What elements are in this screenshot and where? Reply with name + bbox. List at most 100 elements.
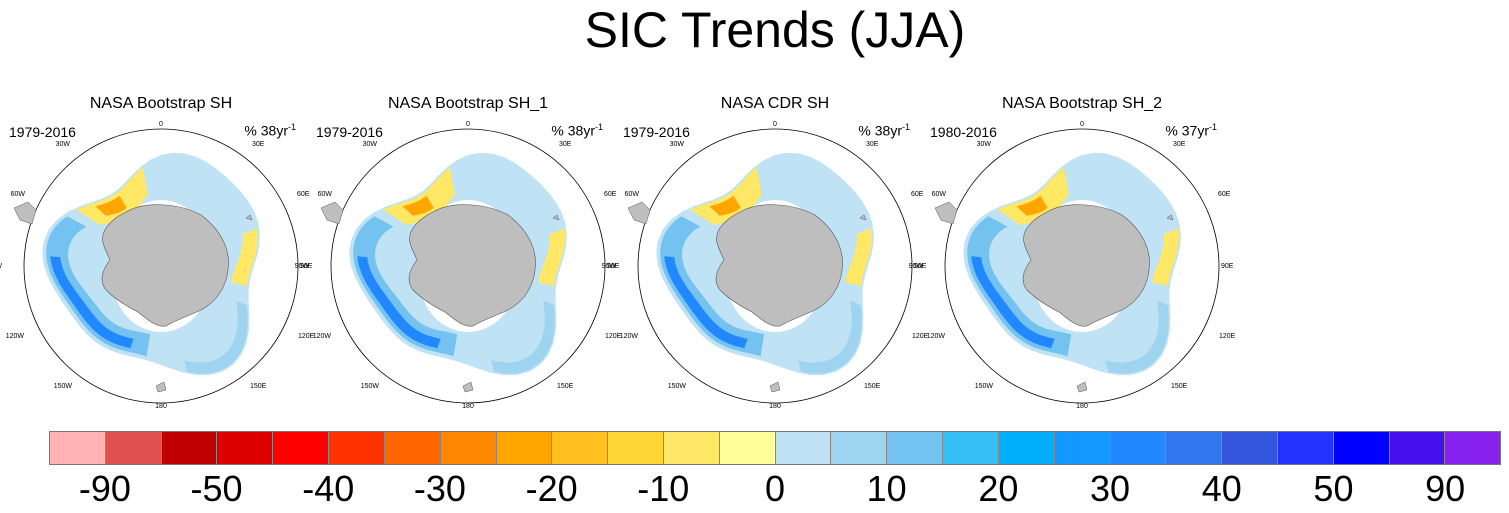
colorbar-box bbox=[50, 432, 106, 464]
colorbar-box bbox=[329, 432, 385, 464]
island-landmass bbox=[769, 381, 781, 393]
strong-negative-trend-region bbox=[402, 195, 434, 216]
longitude-label: 180 bbox=[462, 403, 474, 410]
longitude-label: 30E bbox=[1173, 141, 1186, 148]
longitude-label: 30E bbox=[252, 141, 265, 148]
units-label: % 38yr-1 bbox=[244, 122, 296, 139]
longitude-label: 90E bbox=[607, 263, 620, 270]
longitude-label: 90E bbox=[300, 263, 313, 270]
longitude-label: 60W bbox=[11, 191, 26, 198]
colorbar-box bbox=[1277, 432, 1334, 464]
antarctica-landmass bbox=[408, 204, 536, 327]
colorbar-label: -10 bbox=[637, 468, 690, 509]
longitude-label: 0 bbox=[1080, 121, 1084, 128]
longitude-label: 120W bbox=[927, 333, 946, 340]
longitude-label: 150E bbox=[557, 383, 574, 390]
antarctica-landmass bbox=[101, 204, 229, 327]
longitude-label: 180 bbox=[769, 403, 781, 410]
antarctica-landmass bbox=[1022, 204, 1150, 327]
colorbar-label: 50 bbox=[1313, 468, 1354, 509]
longitude-label: 60E bbox=[604, 191, 617, 198]
longitude-label: 30W bbox=[56, 141, 71, 148]
colorbar-box bbox=[775, 432, 832, 464]
longitude-label: 0 bbox=[466, 121, 470, 128]
longitude-label: 30W bbox=[670, 141, 685, 148]
longitude-label: 60E bbox=[1218, 191, 1231, 198]
colorbar-box bbox=[273, 432, 330, 464]
colorbar-label: 30 bbox=[1090, 468, 1131, 509]
period-label: 1979-2016 bbox=[623, 124, 690, 140]
longitude-label: 60E bbox=[297, 191, 310, 198]
colorbar-box bbox=[440, 432, 497, 464]
positive-trend-region bbox=[491, 300, 555, 374]
colorbar-box bbox=[384, 432, 441, 464]
island-landmass bbox=[245, 214, 253, 221]
negative-trend-region bbox=[538, 228, 565, 287]
strong-positive-trend-region bbox=[664, 256, 748, 349]
strong-negative-trend-region bbox=[709, 195, 741, 216]
island-landmass bbox=[1166, 214, 1174, 221]
period-label: 1979-2016 bbox=[9, 124, 76, 140]
colorbar-box bbox=[998, 432, 1055, 464]
south-america-landmass bbox=[13, 201, 37, 225]
longitude-label: 150E bbox=[1171, 383, 1188, 390]
island-landmass bbox=[1076, 381, 1088, 393]
polar-map: 0 180 30W 60W 90W 120W 150W 30E 60E 90E 120E 150E bbox=[909, 121, 1236, 410]
longitude-label: 90W bbox=[0, 263, 2, 270]
longitude-label: 120E bbox=[1219, 333, 1236, 340]
strong-negative-trend-region bbox=[95, 195, 127, 216]
strong-positive-trend-region bbox=[357, 256, 441, 349]
longitude-label: 150W bbox=[975, 383, 994, 390]
longitude-label: 60W bbox=[318, 191, 333, 198]
colorbar-box bbox=[1389, 432, 1446, 464]
longitude-label: 150W bbox=[668, 383, 687, 390]
panel-title: NASA Bootstrap SH_2 bbox=[1001, 95, 1163, 112]
colorbar-label: -40 bbox=[302, 468, 355, 509]
island-landmass bbox=[859, 214, 867, 221]
colorbar-box bbox=[831, 432, 888, 464]
colorbar-label: 90 bbox=[1425, 468, 1466, 509]
longitude-label: 30E bbox=[866, 141, 879, 148]
panel-title: NASA Bootstrap SH bbox=[89, 95, 233, 112]
longitude-label: 180 bbox=[1076, 403, 1088, 410]
period-label: 1979-2016 bbox=[316, 124, 383, 140]
negative-trend-region bbox=[1152, 228, 1179, 287]
longitude-label: 120E bbox=[912, 333, 929, 340]
strong-negative-trend-region bbox=[1016, 195, 1048, 216]
colorbar-label: 20 bbox=[978, 468, 1019, 509]
map-panel-3: NASA CDR SH 1979-2016 % 38yr-1 0 180 30W 60… bbox=[602, 94, 930, 412]
colorbar-box bbox=[719, 432, 776, 464]
negative-trend-region bbox=[231, 228, 258, 287]
longitude-label: 60W bbox=[932, 191, 947, 198]
units-label: % 38yr-1 bbox=[551, 122, 603, 139]
longitude-label: 120W bbox=[620, 333, 639, 340]
colorbar-box bbox=[1110, 432, 1167, 464]
colorbar-box bbox=[217, 432, 274, 464]
longitude-label: 30E bbox=[559, 141, 572, 148]
colorbar-label: 40 bbox=[1201, 468, 1242, 509]
colorbar-label: -50 bbox=[190, 468, 243, 509]
negative-trend-region bbox=[845, 228, 872, 287]
colorbar-box bbox=[887, 432, 943, 464]
longitude-label: 150W bbox=[361, 383, 380, 390]
colorbar-box bbox=[105, 432, 162, 464]
colorbar-box bbox=[663, 432, 720, 464]
colorbar-box bbox=[608, 432, 664, 464]
strong-positive-trend-region bbox=[50, 256, 134, 349]
longitude-label: 90E bbox=[1221, 263, 1234, 270]
longitude-label: 90W bbox=[295, 263, 310, 270]
figure-title: SIC Trends (JJA) bbox=[584, 2, 966, 58]
longitude-label: 120W bbox=[6, 333, 25, 340]
colorbar-box bbox=[1445, 432, 1501, 464]
south-america-landmass bbox=[934, 201, 958, 225]
colorbar-label: -30 bbox=[413, 468, 466, 509]
units-label: % 37yr-1 bbox=[1165, 122, 1217, 139]
longitude-label: 0 bbox=[773, 121, 777, 128]
longitude-label: 120W bbox=[313, 333, 332, 340]
longitude-label: 150W bbox=[54, 383, 73, 390]
panel-title: NASA CDR SH bbox=[720, 95, 830, 112]
panel-title: NASA Bootstrap SH_1 bbox=[387, 95, 549, 112]
longitude-label: 150E bbox=[250, 383, 267, 390]
longitude-label: 150E bbox=[864, 383, 881, 390]
longitude-label: 120E bbox=[605, 333, 622, 340]
